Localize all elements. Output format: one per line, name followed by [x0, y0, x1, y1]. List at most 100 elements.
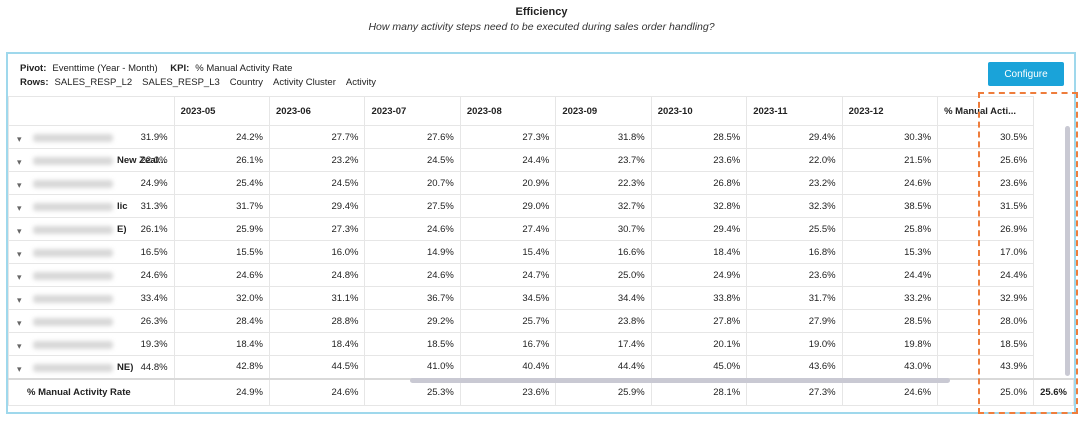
table-cell: 25.8% — [841, 217, 939, 241]
table-cell: 21.5% — [841, 148, 939, 172]
table-cell: 24.4% — [459, 148, 557, 172]
row-first-value: 22.0% — [140, 155, 168, 166]
column-header[interactable]: 2023-10 — [650, 96, 748, 126]
table-cell: 43.6% — [746, 355, 843, 379]
column-header[interactable]: 2023-07 — [364, 96, 461, 126]
chevron-down-icon[interactable]: ▾ — [17, 341, 22, 351]
chevron-down-icon[interactable]: ▾ — [17, 364, 22, 374]
table-cell: 15.5% — [173, 240, 271, 264]
table-cell: 23.8% — [555, 309, 652, 333]
table-cell: 45.0% — [650, 355, 748, 379]
row-first-value: 26.1% — [140, 224, 168, 235]
table-cell: 24.4% — [937, 263, 1035, 287]
table-cell: 25.0% — [555, 263, 652, 287]
table-cell: 16.8% — [746, 240, 843, 264]
row-header-cell[interactable]: ▾ New Zeal... 22.0% — [8, 148, 175, 172]
column-header[interactable]: 2023-06 — [268, 96, 366, 126]
row-first-value: 31.3% — [140, 201, 168, 212]
total-cell: 24.6% — [268, 377, 366, 406]
row-label: New Zeal... — [117, 155, 167, 166]
chevron-down-icon[interactable]: ▾ — [17, 203, 22, 213]
pivot-table: 2023-05 2023-06 2023-07 2023-08 2023-09 … — [8, 96, 1074, 406]
table-cell: 43.0% — [841, 355, 939, 379]
table-cell: 24.5% — [364, 148, 461, 172]
table-row[interactable]: ▾ 31.9% 24.2% 27.7% 27.6% 27.3% 31.8% 28.5% 29.4… — [8, 125, 1074, 149]
chevron-down-icon[interactable]: ▾ — [17, 226, 22, 236]
vertical-scrollbar[interactable] — [1065, 126, 1070, 376]
table-cell: 22.0% — [746, 148, 843, 172]
table-cell: 19.8% — [841, 332, 939, 356]
table-cell: 31.7% — [746, 286, 843, 310]
table-cell: 31.8% — [555, 125, 652, 149]
table-row[interactable]: ▾ 16.5% 15.5% 16.0% 14.9% 15.4% 16.6% 18.4% 16.8… — [8, 240, 1074, 264]
row-header-cell[interactable]: ▾ 26.3% — [8, 309, 175, 333]
table-cell: 25.4% — [173, 171, 271, 195]
column-header[interactable] — [8, 96, 175, 126]
chevron-down-icon[interactable]: ▾ — [17, 249, 22, 259]
row-header-cell[interactable]: ▾ 31.9% — [8, 125, 175, 149]
table-cell: 44.4% — [555, 355, 652, 379]
redacted-label — [33, 341, 113, 349]
redacted-label — [33, 180, 113, 188]
table-row[interactable]: ▾ lic 31.3% 31.7% 29.4% 27.5% 29.0% 32.7% 32.8% 3… — [8, 194, 1074, 218]
chevron-down-icon[interactable]: ▾ — [17, 295, 22, 305]
row-label: E) — [117, 224, 127, 235]
column-header[interactable]: 2023-05 — [173, 96, 271, 126]
row-header-cell[interactable]: ▾ NE) 44.8% — [8, 355, 175, 379]
row-header-cell[interactable]: ▾ 33.4% — [8, 286, 175, 310]
table-row[interactable]: ▾ 24.9% 25.4% 24.5% 20.7% 20.9% 22.3% 26.8% 23.2… — [8, 171, 1074, 195]
rows-value: Country — [229, 77, 264, 88]
redacted-label — [33, 249, 113, 257]
table-cell: 32.8% — [650, 194, 748, 218]
redacted-label — [33, 157, 113, 165]
table-cell: 29.0% — [459, 194, 557, 218]
table-row[interactable]: ▾ New Zeal... 22.0% 26.1% 23.2% 24.5% 24.4% 23.… — [8, 148, 1074, 172]
chevron-down-icon[interactable]: ▾ — [17, 180, 22, 190]
row-first-value: 24.9% — [140, 178, 168, 189]
rows-label: Rows: — [20, 77, 49, 88]
column-header[interactable]: 2023-08 — [459, 96, 557, 126]
table-cell: 26.1% — [173, 148, 271, 172]
table-row[interactable]: ▾ 26.3% 28.4% 28.8% 29.2% 25.7% 23.8% 27.8% 27.9… — [8, 309, 1074, 333]
table-cell: 24.7% — [459, 263, 557, 287]
horizontal-scrollbar[interactable] — [410, 378, 950, 383]
chevron-down-icon[interactable]: ▾ — [17, 272, 22, 282]
table-row[interactable]: ▾ 33.4% 32.0% 31.1% 36.7% 34.5% 34.4% 33.8% 31.7… — [8, 286, 1074, 310]
header-row: 2023-05 2023-06 2023-07 2023-08 2023-09 … — [8, 96, 1074, 126]
table-row[interactable]: ▾ NE) 44.8% 42.8% 44.5% 41.0% 40.4% 44.4% 45.0% 4… — [8, 355, 1074, 379]
row-header-cell[interactable]: ▾ lic 31.3% — [8, 194, 175, 218]
row-header-cell[interactable]: ▾ 24.6% — [8, 263, 175, 287]
row-header-cell[interactable]: ▾ 16.5% — [8, 240, 175, 264]
column-header[interactable]: 2023-09 — [555, 96, 652, 126]
configure-button[interactable]: Configure — [988, 62, 1064, 86]
table-cell: 26.8% — [650, 171, 748, 195]
row-header-cell[interactable]: ▾ 24.9% — [8, 171, 175, 195]
table-row[interactable]: ▾ E) 26.1% 25.9% 27.3% 24.6% 27.4% 30.7% 29.4% 25… — [8, 217, 1074, 241]
redacted-label — [33, 295, 113, 303]
column-header[interactable]: 2023-11 — [746, 96, 843, 126]
table-row[interactable]: ▾ 19.3% 18.4% 18.4% 18.5% 16.7% 17.4% 20.1% 19.0… — [8, 332, 1074, 356]
chevron-down-icon[interactable]: ▾ — [17, 157, 22, 167]
chevron-down-icon[interactable]: ▾ — [17, 318, 22, 328]
row-first-value: 24.6% — [140, 270, 168, 281]
table-cell: 24.2% — [173, 125, 271, 149]
table-cell: 34.4% — [555, 286, 652, 310]
pivot-value: Eventtime (Year - Month) — [52, 63, 158, 74]
rows-value: SALES_RESP_L2 — [54, 77, 133, 88]
page-title: Efficiency — [515, 6, 568, 18]
row-header-cell[interactable]: ▾ 19.3% — [8, 332, 175, 356]
pivot-table-panel: Pivot: Eventtime (Year - Month) KPI: % Man… — [6, 52, 1078, 414]
table-cell: 32.3% — [746, 194, 843, 218]
column-header[interactable]: 2023-12 — [841, 96, 939, 126]
table-row[interactable]: ▾ 24.6% 24.6% 24.8% 24.6% 24.7% 25.0% 24.9% 23.6… — [8, 263, 1074, 287]
column-header[interactable]: % Manual Acti... — [937, 96, 1035, 126]
table-cell: 29.4% — [650, 217, 748, 241]
rows-value: Activity Cluster — [273, 77, 336, 88]
table-cell: 30.3% — [841, 125, 939, 149]
table-cell: 16.7% — [459, 332, 557, 356]
table-cell: 27.8% — [650, 309, 748, 333]
kpi-value: % Manual Activity Rate — [195, 63, 293, 74]
row-first-value: 33.4% — [140, 293, 168, 304]
chevron-down-icon[interactable]: ▾ — [17, 134, 22, 144]
row-header-cell[interactable]: ▾ E) 26.1% — [8, 217, 175, 241]
